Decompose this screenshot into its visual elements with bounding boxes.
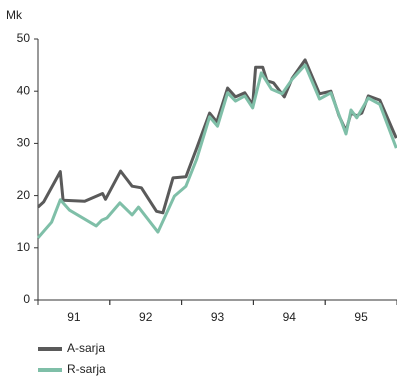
y-tick-label: 10 (17, 240, 31, 254)
y-axis-label: Mk (6, 8, 23, 22)
legend-label: A-sarja (67, 341, 105, 355)
x-tick-label: 93 (211, 310, 225, 324)
series-line (36, 63, 397, 239)
y-tick-label: 20 (17, 188, 31, 202)
x-tick-label: 92 (139, 310, 153, 324)
legend-label: R-sarja (67, 362, 106, 376)
y-tick-label: 40 (17, 83, 31, 97)
x-tick-label: 94 (283, 310, 297, 324)
x-tick-label: 95 (354, 310, 368, 324)
x-tick-label: 91 (67, 310, 81, 324)
y-tick-label: 30 (17, 136, 31, 150)
y-tick-label: 50 (17, 31, 31, 45)
series-line (36, 58, 397, 215)
y-tick-label: 0 (23, 292, 30, 306)
